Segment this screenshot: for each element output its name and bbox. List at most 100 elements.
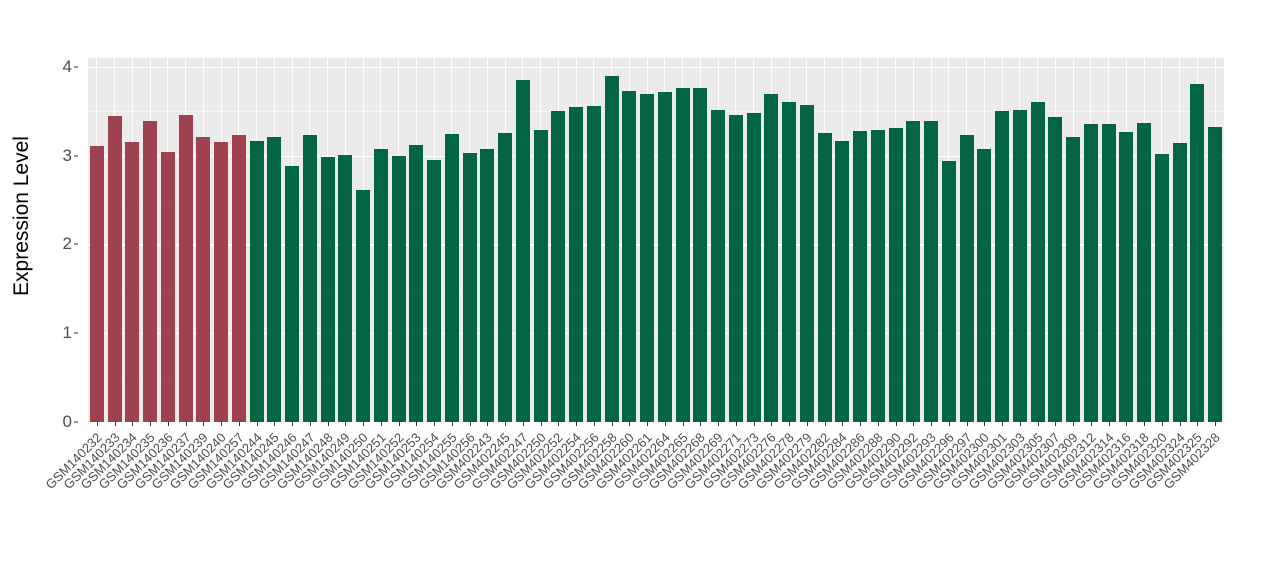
x-tick-mark	[1090, 422, 1092, 426]
bar[interactable]	[924, 121, 939, 422]
bar[interactable]	[143, 121, 158, 422]
bar[interactable]	[1208, 127, 1223, 422]
bar[interactable]	[231, 135, 246, 422]
x-tick-mark	[682, 422, 684, 426]
bar[interactable]	[782, 101, 797, 422]
bar[interactable]	[249, 140, 264, 422]
x-tick-mark	[185, 422, 187, 426]
bar[interactable]	[214, 142, 229, 422]
bar[interactable]	[853, 130, 868, 422]
bar[interactable]	[1137, 122, 1152, 422]
x-tick-mark	[327, 422, 329, 426]
bar[interactable]	[888, 128, 903, 422]
x-tick-mark	[451, 422, 453, 426]
x-tick-mark	[292, 422, 294, 426]
bar[interactable]	[356, 190, 371, 422]
bar[interactable]	[817, 132, 832, 422]
bar[interactable]	[764, 94, 779, 422]
y-tick-label: 3	[62, 145, 72, 165]
bar[interactable]	[320, 157, 335, 422]
y-tick-mark	[74, 332, 78, 334]
bar[interactable]	[515, 80, 530, 422]
bar[interactable]	[462, 153, 477, 422]
bar[interactable]	[498, 132, 513, 422]
bar[interactable]	[906, 121, 921, 422]
bar[interactable]	[338, 154, 353, 422]
bar[interactable]	[728, 114, 743, 422]
bar[interactable]	[125, 142, 140, 422]
x-tick-mark	[1037, 422, 1039, 426]
x-tick-mark	[1002, 422, 1004, 426]
bar[interactable]	[1012, 110, 1027, 422]
bar[interactable]	[1066, 137, 1081, 422]
bar[interactable]	[178, 114, 193, 422]
bar[interactable]	[1048, 117, 1063, 422]
x-tick-mark	[469, 422, 471, 426]
bar[interactable]	[533, 129, 548, 422]
bar[interactable]	[1119, 131, 1134, 422]
bar[interactable]	[391, 155, 406, 422]
x-tick-mark	[238, 422, 240, 426]
gridline-major	[88, 66, 1224, 69]
x-tick-mark	[931, 422, 933, 426]
bar[interactable]	[870, 129, 885, 422]
bar[interactable]	[1101, 123, 1116, 422]
bar[interactable]	[995, 111, 1010, 422]
x-tick-mark	[1215, 422, 1217, 426]
x-tick-mark	[593, 422, 595, 426]
plot-panel	[88, 58, 1224, 422]
bar[interactable]	[427, 160, 442, 422]
bar[interactable]	[693, 88, 708, 422]
bar[interactable]	[1172, 143, 1187, 422]
bar[interactable]	[267, 137, 282, 422]
bar[interactable]	[622, 90, 637, 422]
bar[interactable]	[89, 145, 104, 422]
bar[interactable]	[746, 113, 761, 422]
bar[interactable]	[1190, 83, 1205, 422]
gridline-minor	[88, 377, 1224, 379]
bar[interactable]	[711, 109, 726, 422]
bar[interactable]	[285, 166, 300, 422]
x-tick-mark	[487, 422, 489, 426]
bar[interactable]	[480, 148, 495, 422]
x-tick-mark	[966, 422, 968, 426]
bar[interactable]	[604, 75, 619, 422]
x-tick-mark	[735, 422, 737, 426]
x-tick-mark	[611, 422, 613, 426]
bar[interactable]	[675, 88, 690, 422]
bar[interactable]	[444, 134, 459, 422]
x-tick-mark	[1055, 422, 1057, 426]
y-axis-title: Expression Level	[0, 0, 44, 432]
bar[interactable]	[799, 105, 814, 422]
bar[interactable]	[409, 145, 424, 422]
x-tick-mark	[309, 422, 311, 426]
bar[interactable]	[977, 149, 992, 422]
x-tick-mark	[416, 422, 418, 426]
bar[interactable]	[551, 111, 566, 422]
bar[interactable]	[657, 91, 672, 422]
x-tick-mark	[434, 422, 436, 426]
bar[interactable]	[941, 161, 956, 422]
x-tick-mark	[203, 422, 205, 426]
bar[interactable]	[835, 141, 850, 422]
x-tick-mark	[1197, 422, 1199, 426]
bar[interactable]	[959, 135, 974, 422]
bar[interactable]	[1030, 102, 1045, 422]
bar[interactable]	[586, 105, 601, 422]
bar[interactable]	[569, 106, 584, 422]
bar[interactable]	[1083, 123, 1098, 422]
gridline-minor	[88, 288, 1224, 290]
bar[interactable]	[107, 115, 122, 422]
bar[interactable]	[373, 148, 388, 422]
x-tick-mark	[664, 422, 666, 426]
bar[interactable]	[640, 94, 655, 422]
x-tick-mark	[629, 422, 631, 426]
bar[interactable]	[196, 137, 211, 422]
y-axis-title-text: Expression Level	[10, 136, 34, 296]
bar[interactable]	[160, 152, 175, 422]
x-tick-mark	[167, 422, 169, 426]
bar[interactable]	[1154, 153, 1169, 422]
x-tick-mark	[877, 422, 879, 426]
bar[interactable]	[302, 135, 317, 422]
